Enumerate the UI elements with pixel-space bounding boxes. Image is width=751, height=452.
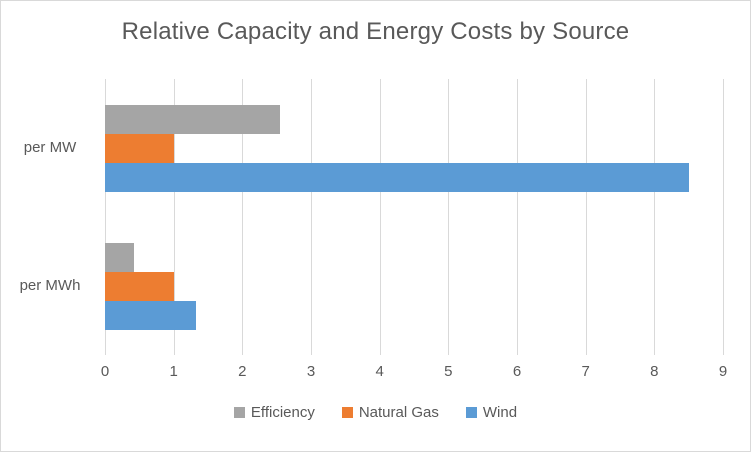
legend-item-efficiency: Efficiency — [233, 404, 315, 421]
bar-natural-gas-per-mw — [105, 134, 174, 163]
x-axis-tick-label: 2 — [238, 363, 247, 380]
x-axis-tick-label: 8 — [650, 363, 659, 380]
chart-title: Relative Capacity and Energy Costs by So… — [121, 18, 630, 45]
bar-wind-per-mwh — [105, 301, 197, 330]
x-axis-tick-label: 7 — [581, 363, 590, 380]
legend-item-wind: Wind — [465, 404, 518, 421]
x-axis-tick-label: 5 — [444, 363, 453, 380]
legend-swatch-icon — [341, 407, 353, 418]
gridline — [723, 79, 724, 355]
x-axis-tick-label: 3 — [306, 363, 316, 380]
gridline — [311, 79, 312, 355]
gridline — [585, 79, 587, 355]
x-axis-tick-label: 0 — [100, 363, 110, 380]
bar-wind-per-mw — [105, 163, 689, 192]
x-axis-tick-label: 9 — [718, 363, 728, 380]
x-axis-tick-label: 1 — [169, 363, 178, 380]
y-axis-label-per-mw: per MW — [23, 139, 77, 156]
plot-area — [105, 79, 724, 355]
legend-label: Natural Gas — [358, 404, 439, 421]
bar-efficiency-per-mwh — [105, 243, 134, 272]
legend-item-natural-gas: Natural Gas — [341, 404, 439, 421]
legend: Efficiency Natural Gas Wind — [1, 404, 750, 421]
legend-label: Wind — [482, 404, 518, 421]
gridline — [242, 79, 244, 355]
bar-natural-gas-per-mwh — [105, 272, 174, 301]
gridline — [448, 79, 450, 355]
gridline — [517, 79, 518, 355]
x-axis-tick-label: 6 — [512, 363, 522, 380]
legend-swatch-icon — [465, 407, 477, 418]
gridline — [379, 79, 381, 355]
gridline — [654, 79, 656, 355]
legend-label: Efficiency — [250, 404, 315, 421]
gridline — [105, 79, 106, 355]
x-axis-tick-label: 4 — [375, 363, 384, 380]
legend-swatch-icon — [233, 407, 245, 418]
bar-efficiency-per-mw — [105, 105, 281, 134]
gridline — [173, 79, 175, 355]
y-axis-label-per-mwh: per MWh — [19, 277, 81, 294]
